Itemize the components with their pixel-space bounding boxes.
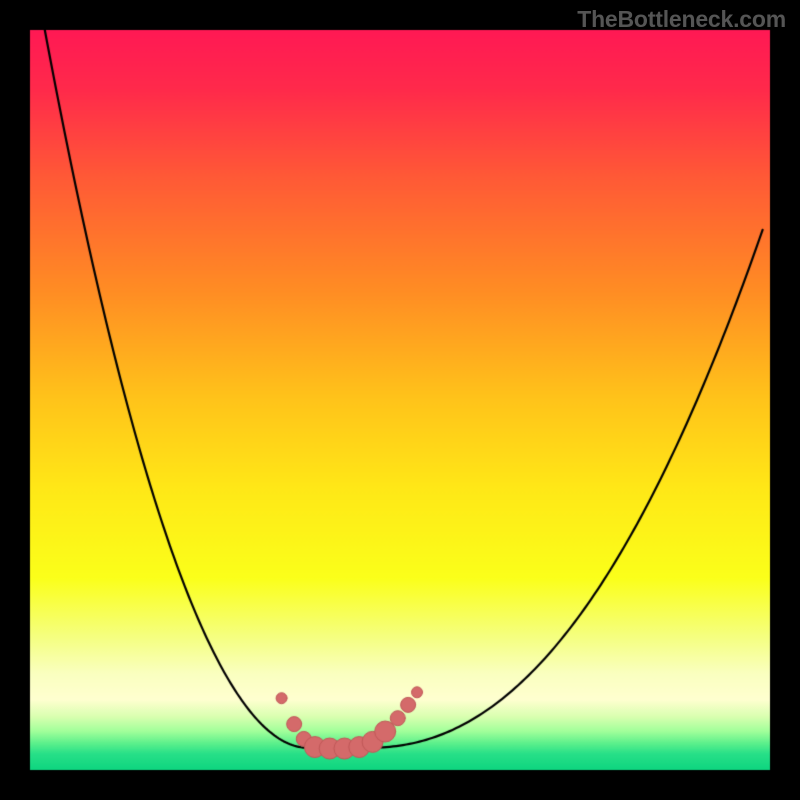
- bottleneck-chart-canvas: [0, 0, 800, 800]
- chart-root: TheBottleneck.com: [0, 0, 800, 800]
- watermark-text: TheBottleneck.com: [577, 6, 786, 33]
